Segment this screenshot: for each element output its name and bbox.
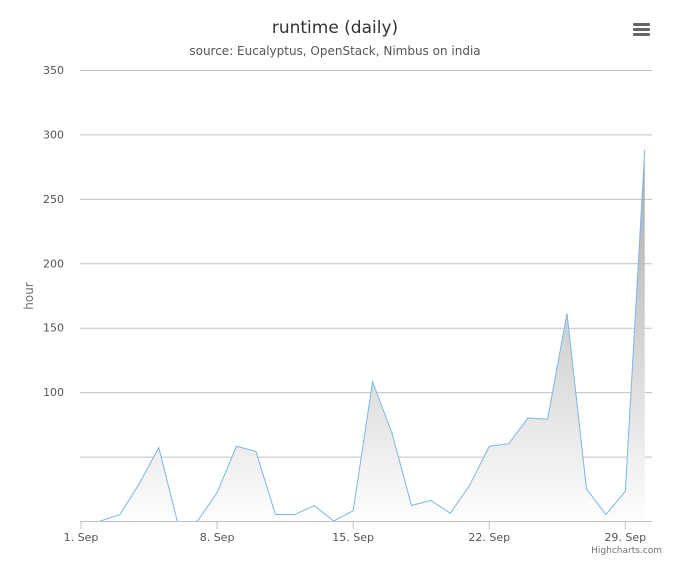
chart-title: runtime (daily) — [272, 18, 398, 38]
x-tick-label: 22. Sep — [468, 531, 510, 544]
y-tick-label: 100 — [43, 386, 64, 399]
y-tick-label: 350 — [43, 64, 64, 77]
hamburger-menu-icon — [633, 23, 650, 36]
y-tick-label: 150 — [43, 322, 64, 335]
x-tick-label: 1. Sep — [64, 531, 99, 544]
x-tick-label: 8. Sep — [200, 531, 235, 544]
y-gridlines — [80, 70, 652, 458]
y-tick-label: 200 — [43, 257, 64, 270]
export-menu-button[interactable] — [628, 16, 656, 44]
series-line — [98, 149, 646, 521]
series-area-fill — [81, 149, 645, 521]
x-tick-label: 29. Sep — [604, 531, 646, 544]
x-axis — [80, 521, 652, 529]
chart-subtitle: source: Eucalyptus, OpenStack, Nimbus on… — [189, 44, 480, 58]
y-axis-tick-labels: 100 150 200 250 300 350 — [43, 64, 64, 399]
x-axis-tick-labels: 1. Sep 8. Sep 15. Sep 22. Sep 29. Sep — [64, 531, 647, 544]
credits-link[interactable]: Highcharts.com — [591, 546, 662, 556]
y-axis-title: hour — [22, 282, 36, 310]
y-tick-label: 300 — [43, 128, 64, 141]
x-tick-label: 15. Sep — [332, 531, 374, 544]
y-tick-label: 250 — [43, 193, 64, 206]
